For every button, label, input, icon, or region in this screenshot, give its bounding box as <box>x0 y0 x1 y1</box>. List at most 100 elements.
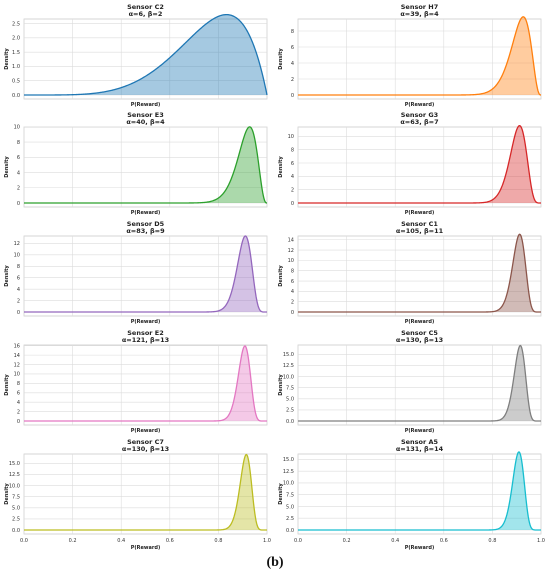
y-tick-label: 0 <box>17 419 20 425</box>
subplot-sensor-h7: Sensor H7α=39, β=4 0 2 4 6 8 P(Reward) Density <box>278 3 542 108</box>
y-tick-label: 6 <box>17 391 20 397</box>
y-tick-label: 2.5 <box>286 516 294 522</box>
y-axis-label: Density <box>278 48 284 70</box>
density-line <box>298 451 541 531</box>
y-tick-label: 12.5 <box>9 472 20 478</box>
subplot-sensor-c5: Sensor C5α=130, β=13 0.0 2.5 5.0 7.5 10.0 12.5… <box>278 329 542 434</box>
subplot-subtitle: α=83, β=9 <box>126 227 165 235</box>
y-tick-label: 0 <box>17 310 20 316</box>
y-tick-label: 2 <box>291 187 294 193</box>
x-axis-label: P(Reward) <box>405 319 435 325</box>
figure-caption: (b) <box>266 555 284 570</box>
y-tick-label: 10 <box>288 258 294 264</box>
y-tick-label: 8 <box>291 269 294 275</box>
subplot-title: Sensor C5 <box>401 329 438 337</box>
y-tick-label: 16 <box>14 344 20 350</box>
density-area <box>24 454 267 530</box>
y-axis-label: Density <box>4 265 10 287</box>
x-tick-label: 1.0 <box>263 538 271 544</box>
density-area <box>298 125 541 203</box>
density-line <box>298 124 541 204</box>
y-tick-label: 2.5 <box>286 408 294 414</box>
y-tick-label: 10 <box>288 134 294 140</box>
subplot-sensor-c2: Sensor C2α=6, β=2 0.0 0.5 1.0 1.5 2.0 2.5 P(Rew… <box>4 3 268 108</box>
density-area <box>298 345 541 421</box>
subplot-subtitle: α=63, β=7 <box>400 118 438 126</box>
y-tick-label: 12.5 <box>283 469 294 475</box>
y-axis-label: Density <box>278 265 284 287</box>
plot-frame <box>297 344 542 426</box>
y-axis-label: Density <box>278 483 284 505</box>
subplot-sensor-e3: Sensor E3α=40, β=4 0 2 4 6 8 10 P(Reward) Densit… <box>4 111 268 216</box>
y-tick-label: 5.0 <box>12 506 20 512</box>
y-tick-label: 10 <box>14 125 20 131</box>
y-tick-label: 10 <box>14 253 20 259</box>
y-tick-label: 2 <box>17 298 20 304</box>
y-tick-label: 4 <box>17 170 20 176</box>
subplot-sensor-g3: Sensor G3α=63, β=7 0 2 4 6 8 10 P(Reward) Densit… <box>278 111 542 216</box>
x-tick-label: 0.2 <box>343 538 351 544</box>
x-tick-label: 0.2 <box>69 538 77 544</box>
x-tick-label: 0.6 <box>166 538 174 544</box>
y-tick-label: 7.5 <box>12 494 20 500</box>
subplot-title: Sensor C1 <box>401 220 438 228</box>
y-tick-label: 0 <box>291 201 294 207</box>
y-tick-label: 0.0 <box>12 528 20 534</box>
y-tick-label: 0 <box>17 201 20 207</box>
x-axis-label: P(Reward) <box>405 102 435 108</box>
y-tick-label: 0 <box>291 93 294 99</box>
y-tick-label: 6 <box>291 45 294 51</box>
y-tick-label: 2 <box>17 409 20 415</box>
y-axis-label: Density <box>278 156 284 178</box>
y-tick-label: 14 <box>14 353 20 359</box>
x-axis-label: P(Reward) <box>131 319 161 325</box>
x-tick-label: 0.8 <box>214 538 222 544</box>
x-tick-label: 0.4 <box>117 538 125 544</box>
plot-frame <box>23 18 268 100</box>
y-axis-label: Density <box>4 48 10 70</box>
density-line <box>24 126 268 204</box>
x-axis-label: P(Reward) <box>405 545 435 551</box>
y-tick-label: 0.0 <box>286 528 294 534</box>
y-tick-label: 15.0 <box>283 457 294 463</box>
x-tick-label: 0.0 <box>294 538 302 544</box>
density-line <box>24 345 267 422</box>
density-area <box>24 126 267 203</box>
density-area <box>24 345 267 421</box>
subplot-subtitle: α=121, β=13 <box>122 336 169 344</box>
y-tick-label: 0.0 <box>12 93 20 99</box>
plot-frame <box>297 453 542 535</box>
x-axis-label: P(Reward) <box>131 428 161 434</box>
subplot-title: Sensor E3 <box>127 111 163 119</box>
plot-frame <box>297 126 542 208</box>
x-tick-label: 1.0 <box>537 538 545 544</box>
subplot-title: Sensor A5 <box>401 438 439 446</box>
y-tick-label: 6 <box>291 279 294 285</box>
y-tick-label: 2 <box>17 186 20 192</box>
y-tick-label: 7.5 <box>286 493 294 499</box>
y-tick-label: 1.0 <box>12 64 20 70</box>
y-tick-label: 6 <box>17 155 20 161</box>
y-tick-label: 8 <box>17 381 20 387</box>
subplot-title: Sensor C7 <box>127 438 164 446</box>
y-tick-label: 12 <box>14 241 20 247</box>
x-axis-label: P(Reward) <box>131 102 161 108</box>
y-tick-label: 4 <box>291 174 294 180</box>
y-tick-label: 0 <box>291 310 294 316</box>
subplot-title: Sensor C2 <box>127 3 164 11</box>
plot-frame <box>23 235 268 317</box>
x-axis-label: P(Reward) <box>405 428 435 434</box>
y-tick-label: 2.5 <box>12 517 20 523</box>
y-tick-label: 0.5 <box>12 79 20 85</box>
subplot-sensor-e2: Sensor E2α=121, β=13 0 2 4 6 8 10 12 14 16 P(Rewar… <box>4 329 268 434</box>
x-tick-label: 0.6 <box>440 538 448 544</box>
y-tick-label: 12.5 <box>283 363 294 369</box>
density-area <box>298 16 541 95</box>
y-tick-label: 1.5 <box>12 50 20 56</box>
y-tick-label: 6 <box>291 161 294 167</box>
density-area <box>24 14 267 96</box>
subplot-title: Sensor G3 <box>401 111 438 119</box>
y-tick-label: 4 <box>17 287 20 293</box>
subplot-subtitle: α=131, β=14 <box>396 445 444 453</box>
